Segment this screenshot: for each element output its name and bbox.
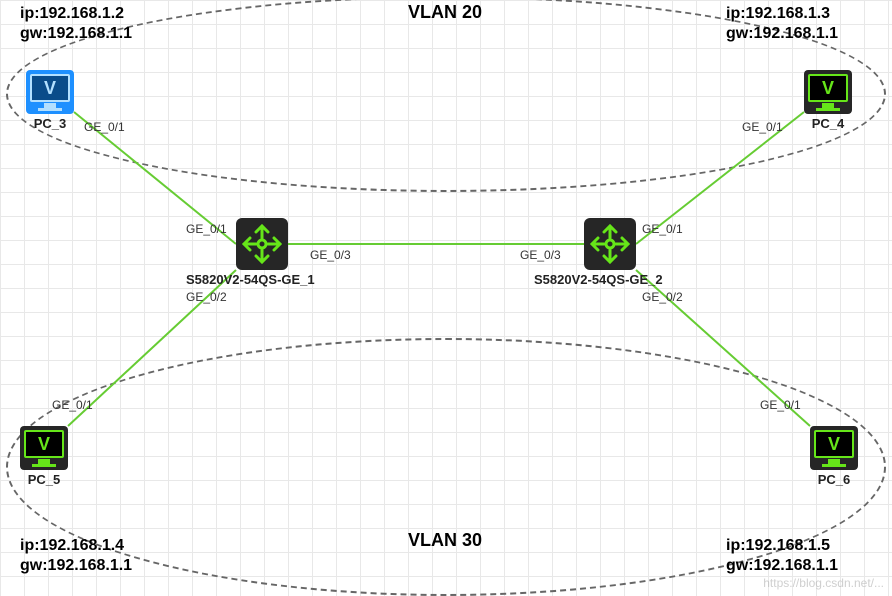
- pc4-label: PC_4: [804, 116, 852, 131]
- pc-icon: V: [804, 70, 852, 114]
- ip-line: ip:192.168.1.4: [20, 537, 124, 554]
- ip-line: ip:192.168.1.5: [726, 537, 830, 554]
- pc-icon: V: [26, 70, 74, 114]
- gw-line: gw:192.168.1.1: [726, 557, 838, 574]
- pc3-label: PC_3: [26, 116, 74, 131]
- pc6-label: PC_6: [810, 472, 858, 487]
- switch-2[interactable]: S5820V2-54QS-GE_2: [584, 218, 663, 287]
- port-label: GE_0/1: [52, 398, 93, 412]
- switch-icon: [236, 218, 288, 270]
- switch-2-label: S5820V2-54QS-GE_2: [534, 272, 663, 287]
- pc3[interactable]: V PC_3: [26, 70, 74, 131]
- port-label: GE_0/1: [186, 222, 227, 236]
- pc-icon: V: [810, 426, 858, 470]
- port-label: GE_0/3: [520, 248, 561, 262]
- switch-1[interactable]: S5820V2-54QS-GE_1: [236, 218, 315, 287]
- port-label: GE_0/2: [642, 290, 683, 304]
- port-label: GE_0/1: [742, 120, 783, 134]
- pc6[interactable]: V PC_6: [810, 426, 858, 487]
- port-label: GE_0/2: [186, 290, 227, 304]
- pc5[interactable]: V PC_5: [20, 426, 68, 487]
- pc5-ip: ip:192.168.1.4 gw:192.168.1.1: [20, 536, 132, 576]
- switch-1-label: S5820V2-54QS-GE_1: [186, 272, 315, 287]
- vlan20-title: VLAN 20: [408, 2, 482, 23]
- ip-line: ip:192.168.1.3: [726, 5, 830, 22]
- port-label: GE_0/1: [84, 120, 125, 134]
- port-label: GE_0/3: [310, 248, 351, 262]
- gw-line: gw:192.168.1.1: [20, 25, 132, 42]
- gw-line: gw:192.168.1.1: [20, 557, 132, 574]
- gw-line: gw:192.168.1.1: [726, 25, 838, 42]
- port-label: GE_0/1: [760, 398, 801, 412]
- vlan30-title: VLAN 30: [408, 530, 482, 551]
- pc-icon: V: [20, 426, 68, 470]
- ip-line: ip:192.168.1.2: [20, 5, 124, 22]
- switch-icon: [584, 218, 636, 270]
- pc3-ip: ip:192.168.1.2 gw:192.168.1.1: [20, 4, 132, 44]
- pc6-ip: ip:192.168.1.5 gw:192.168.1.1: [726, 536, 838, 576]
- pc4-ip: ip:192.168.1.3 gw:192.168.1.1: [726, 4, 838, 44]
- pc5-label: PC_5: [20, 472, 68, 487]
- watermark: https://blog.csdn.net/...: [763, 576, 884, 590]
- pc4[interactable]: V PC_4: [804, 70, 852, 131]
